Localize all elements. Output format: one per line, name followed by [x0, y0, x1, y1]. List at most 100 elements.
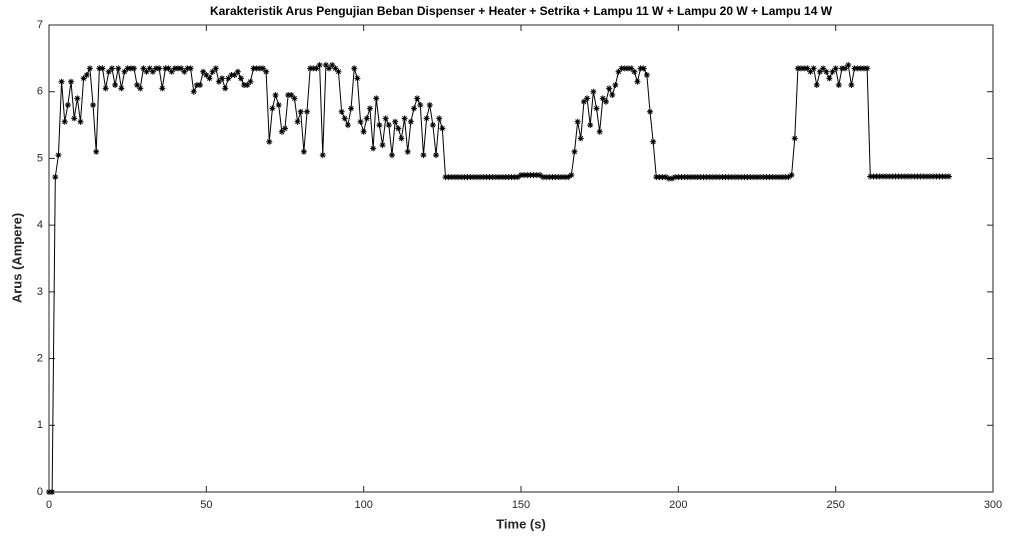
- marker: [703, 174, 710, 181]
- marker: [285, 92, 292, 99]
- marker: [612, 82, 619, 89]
- marker: [108, 65, 115, 72]
- y-tick-label: 5: [37, 152, 43, 164]
- marker: [826, 75, 833, 82]
- marker: [930, 173, 937, 180]
- marker: [886, 173, 893, 180]
- marker: [46, 489, 52, 495]
- marker: [486, 174, 493, 181]
- marker: [697, 174, 704, 181]
- x-tick-label: 0: [46, 499, 52, 511]
- marker: [845, 62, 852, 69]
- marker: [275, 102, 282, 109]
- marker: [898, 173, 905, 180]
- marker: [731, 174, 738, 181]
- marker: [480, 174, 487, 181]
- marker: [593, 105, 600, 112]
- marker: [782, 174, 789, 181]
- marker: [669, 175, 676, 182]
- marker: [149, 68, 156, 75]
- marker: [344, 122, 351, 129]
- marker: [379, 142, 386, 149]
- marker: [562, 174, 569, 181]
- marker: [388, 152, 395, 159]
- axes-box: [48, 24, 994, 493]
- marker: [621, 65, 628, 72]
- marker: [590, 88, 597, 95]
- marker: [895, 173, 902, 180]
- marker: [102, 85, 109, 92]
- marker: [86, 65, 93, 72]
- marker: [772, 174, 779, 181]
- marker: [555, 174, 562, 181]
- marker: [747, 174, 754, 181]
- marker: [423, 115, 430, 122]
- marker: [785, 174, 792, 181]
- marker: [580, 98, 587, 105]
- marker: [439, 125, 446, 132]
- marker: [137, 85, 144, 92]
- marker: [140, 65, 147, 72]
- marker: [395, 125, 402, 132]
- marker: [319, 152, 326, 159]
- marker: [807, 68, 814, 75]
- marker: [382, 115, 389, 122]
- marker: [130, 65, 137, 72]
- marker: [269, 105, 276, 112]
- marker: [552, 174, 559, 181]
- marker: [514, 174, 521, 181]
- marker: [722, 174, 729, 181]
- marker: [225, 75, 232, 82]
- marker: [571, 148, 578, 155]
- x-tick-label: 150: [512, 499, 530, 511]
- marker: [436, 115, 443, 122]
- marker: [653, 174, 660, 181]
- marker: [105, 68, 112, 75]
- marker: [499, 174, 506, 181]
- marker: [728, 174, 735, 181]
- marker: [247, 78, 254, 85]
- marker: [338, 108, 345, 115]
- marker: [798, 65, 805, 72]
- marker: [448, 174, 455, 181]
- marker: [291, 95, 298, 102]
- marker: [168, 68, 175, 75]
- marker: [933, 173, 940, 180]
- marker: [927, 173, 934, 180]
- marker: [713, 174, 720, 181]
- data-line: [49, 63, 949, 493]
- marker: [791, 135, 798, 142]
- marker: [266, 138, 273, 145]
- y-tick-label: 7: [37, 19, 43, 31]
- marker: [152, 65, 159, 72]
- marker: [867, 173, 874, 180]
- marker: [757, 174, 764, 181]
- marker: [215, 78, 222, 85]
- marker: [801, 65, 808, 72]
- marker: [250, 65, 257, 72]
- y-axis-label: Arus (Ampere): [9, 213, 24, 303]
- x-tick-label: 300: [984, 499, 1002, 511]
- marker: [297, 108, 304, 115]
- marker: [222, 85, 229, 92]
- marker: [181, 68, 188, 75]
- marker: [203, 72, 210, 79]
- marker: [508, 174, 515, 181]
- marker: [750, 174, 757, 181]
- marker: [905, 173, 912, 180]
- marker: [842, 65, 849, 72]
- marker: [936, 173, 943, 180]
- marker: [259, 65, 266, 72]
- marker: [495, 174, 502, 181]
- marker: [278, 128, 285, 135]
- marker: [810, 65, 817, 72]
- marker: [263, 68, 270, 75]
- marker: [489, 174, 496, 181]
- marker: [112, 82, 119, 89]
- marker: [171, 65, 178, 72]
- marker: [901, 173, 908, 180]
- marker: [725, 174, 732, 181]
- marker: [341, 115, 348, 122]
- marker: [420, 152, 427, 159]
- marker: [363, 115, 370, 122]
